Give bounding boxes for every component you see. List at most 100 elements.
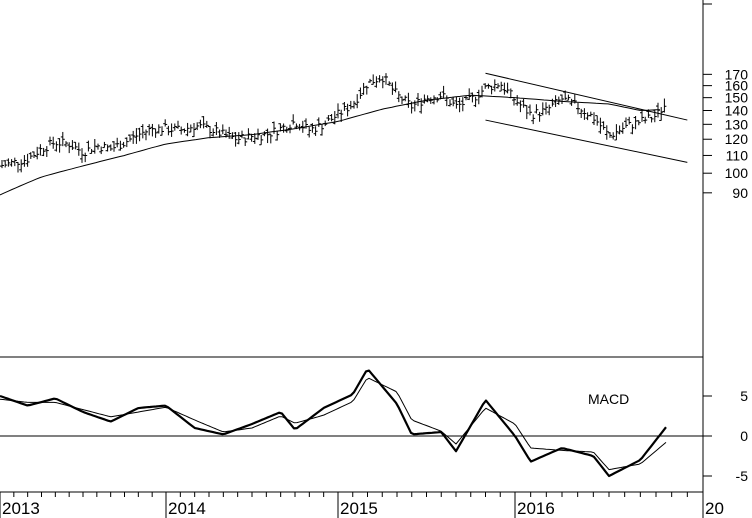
price-bar: [115, 137, 120, 148]
price-bar: [352, 100, 356, 109]
x-axis-year-label: 2015: [340, 499, 378, 518]
price-tick-label: 130: [725, 116, 749, 132]
price-bar: [614, 124, 619, 141]
price-bar: [128, 134, 132, 142]
x-axis-year-label: 2014: [168, 499, 206, 518]
price-bar: [220, 124, 225, 135]
price-bar: [390, 82, 395, 95]
price-bar: [262, 131, 267, 137]
price-bar: [83, 152, 88, 163]
price-bar: [649, 116, 654, 123]
price-bar: [460, 97, 465, 112]
price-bar: [627, 116, 632, 125]
upper-channel-line: [485, 72, 688, 121]
price-bar: [544, 102, 548, 115]
price-bar: [662, 98, 667, 113]
price-tick-label: 120: [725, 131, 749, 147]
price-bar: [489, 85, 494, 95]
price-bar: [592, 112, 596, 125]
price-bar: [406, 92, 411, 108]
price-bar: [0, 160, 4, 169]
price-bar: [278, 123, 283, 132]
price-bar: [86, 140, 91, 152]
price-bar: [505, 82, 510, 94]
price-bar: [163, 119, 168, 127]
price-bar: [512, 97, 516, 106]
price-bar: [243, 137, 248, 147]
price-bar: [60, 131, 65, 147]
price-bar: [118, 140, 123, 151]
price-bar: [70, 140, 75, 150]
price-bar: [246, 128, 251, 140]
price-bar: [326, 115, 331, 122]
price-bar: [176, 120, 180, 129]
price-bar: [470, 92, 475, 103]
price-bar: [236, 132, 241, 145]
price-bar: [534, 104, 539, 114]
price-tick-label: 140: [725, 103, 749, 119]
price-bar: [448, 99, 452, 107]
price-bar: [454, 97, 459, 109]
price-tick-label: 100: [725, 165, 749, 181]
price-bar: [464, 95, 468, 101]
price-bar: [345, 103, 350, 117]
price-bar: [531, 114, 536, 125]
price-bar: [524, 105, 529, 120]
price-bar: [396, 91, 401, 103]
price-bar: [12, 157, 17, 167]
price-bar: [499, 81, 504, 92]
x-axis: 2013 2014 2015 2016 20: [0, 492, 724, 518]
price-bar: [140, 124, 145, 139]
price-bar: [476, 89, 481, 105]
price-bar: [208, 125, 212, 139]
price-bar: [547, 104, 552, 116]
price-bar: [601, 121, 606, 130]
price-bar: [214, 122, 219, 135]
price-bar: [528, 104, 532, 116]
price-bar: [521, 98, 526, 108]
price-bar: [204, 120, 209, 128]
price-bar: [96, 143, 100, 150]
price-bar: [400, 96, 404, 104]
price-bar: [457, 97, 462, 113]
price-bar: [310, 123, 315, 133]
macd-panel: [0, 369, 703, 478]
price-bar: [550, 98, 555, 107]
price-bar: [51, 136, 56, 149]
price-bar: [16, 161, 20, 173]
price-bar: [54, 141, 59, 152]
price-bar: [582, 108, 587, 120]
price-bar: [179, 126, 184, 135]
price-bar: [201, 116, 206, 129]
price-bar: [233, 131, 238, 147]
price-bar: [320, 123, 324, 136]
price-bar: [134, 128, 139, 144]
price-bar: [358, 87, 363, 99]
price-bar: [428, 97, 433, 104]
price-panel: [0, 72, 688, 196]
price-bar: [44, 146, 49, 157]
macd-tick-label: -5: [736, 468, 749, 484]
price-bar: [432, 95, 436, 105]
price-bar: [195, 122, 200, 131]
price-bar: [579, 108, 584, 118]
price-bar: [598, 117, 603, 134]
price-bar: [652, 109, 657, 123]
x-axis-year-label: 2016: [517, 499, 555, 518]
price-bar: [620, 122, 625, 134]
price-bar: [38, 144, 43, 156]
x-axis-year-label: 2013: [2, 499, 40, 518]
price-tick-label: 110: [726, 147, 749, 163]
price-bar: [227, 126, 232, 139]
price-bar: [147, 124, 152, 136]
price-bar: [124, 137, 129, 148]
price-bar: [492, 79, 497, 92]
price-bar: [473, 96, 478, 108]
macd-title: MACD: [588, 391, 629, 407]
price-bar: [387, 81, 392, 86]
price-bar: [240, 130, 244, 139]
price-bar: [630, 124, 635, 135]
price-bar: [25, 153, 30, 167]
